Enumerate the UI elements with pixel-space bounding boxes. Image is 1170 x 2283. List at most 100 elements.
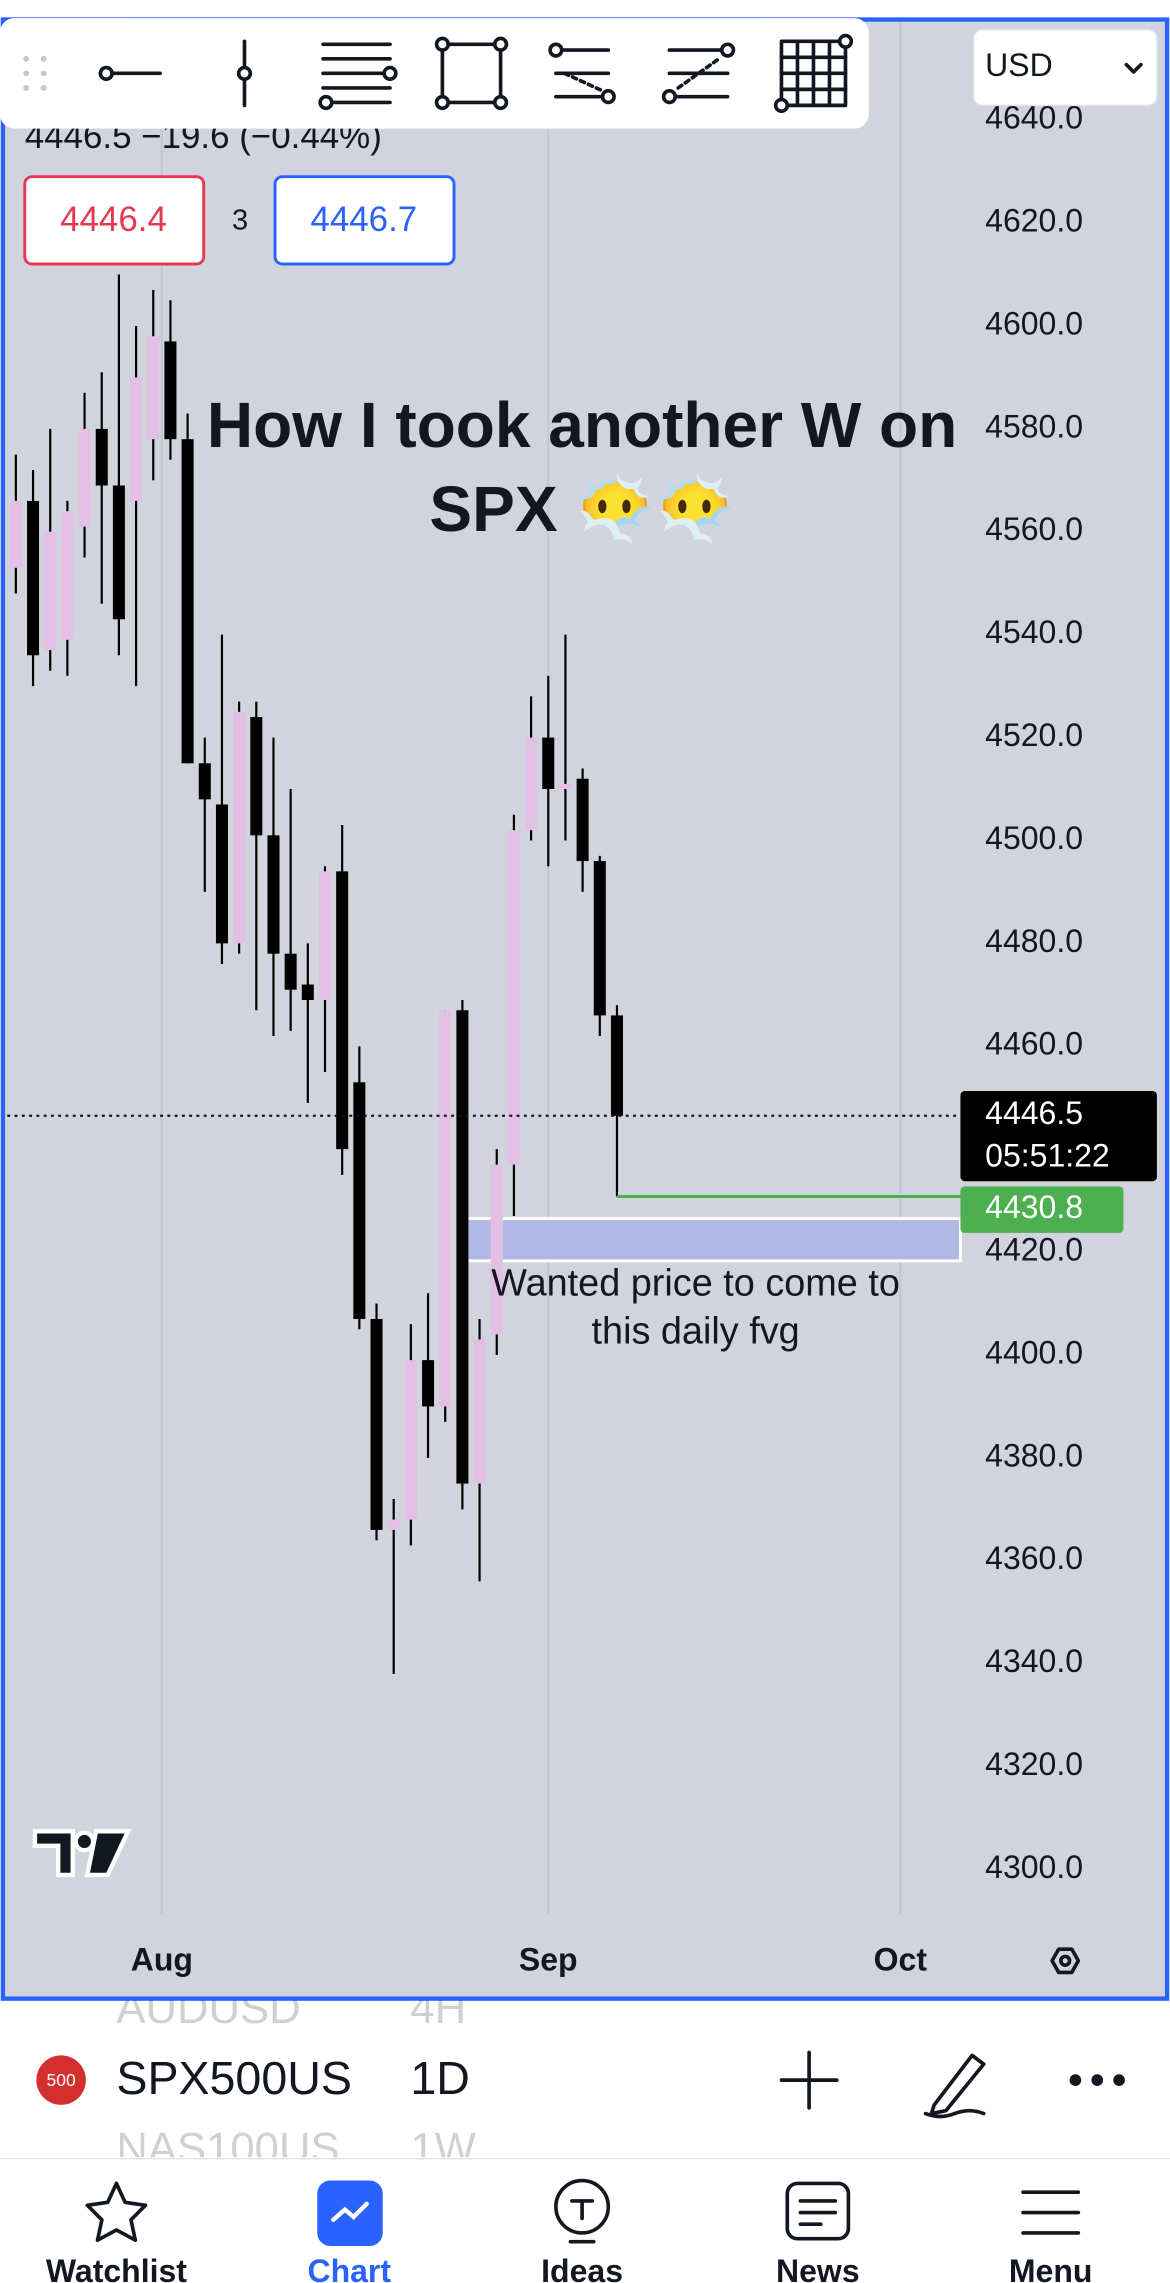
settings-icon [1059, 1954, 1072, 1967]
symbol-row[interactable]: AUDUSD 4H [116, 1984, 466, 2033]
candle-body [130, 377, 143, 501]
nav-menu[interactable]: Menu [1009, 2190, 1093, 2283]
candle-body [233, 711, 246, 944]
candle-body [164, 341, 177, 440]
candle-body [61, 511, 74, 640]
candle-body [112, 485, 125, 620]
y-tick-label: 4320.0 [985, 1746, 1083, 1782]
candle-body [9, 500, 22, 568]
candle-body [473, 1339, 486, 1484]
annotation: Wanted price to come to [491, 1263, 900, 1305]
y-tick-label: 4340.0 [985, 1643, 1083, 1679]
drawing-toolbar [0, 18, 869, 129]
ask: 4446.7 [310, 200, 417, 239]
interval: 1D [410, 2052, 470, 2104]
candle-body [181, 439, 194, 764]
vertical-line-tool[interactable] [236, 39, 253, 108]
badge-text: 500 [47, 2070, 76, 2090]
currency-select[interactable]: USD [972, 28, 1158, 107]
nav-label: Chart [307, 2253, 391, 2283]
candle-body [318, 871, 332, 1000]
y-tick-label: 4600.0 [985, 305, 1083, 341]
draw-button[interactable] [923, 2053, 986, 2119]
y-tick-label: 4500.0 [985, 820, 1083, 856]
candle-body [404, 1360, 417, 1520]
plot: Aug Sep Oct 4300.0 4320.0 4340.0 4360.0 4380.0 4… [7, 22, 1157, 1978]
rectangle-tool[interactable] [434, 36, 509, 111]
candle-body [525, 737, 538, 831]
spread: 3 [232, 204, 248, 236]
more-button[interactable] [1069, 2074, 1125, 2086]
y-tick-label: 4420.0 [985, 1232, 1083, 1268]
interval: 4H [410, 1984, 466, 2033]
candle-body [147, 336, 160, 440]
x-tick-label: Aug [131, 1942, 193, 1978]
symbol-row[interactable]: 500 SPX500US 1D [36, 2052, 470, 2105]
horizontal-line-tool[interactable] [98, 65, 162, 82]
level-label: 4430.8 [985, 1189, 1083, 1225]
nav-label: Watchlist [46, 2253, 187, 2283]
chart-title: How I took another W on [207, 389, 957, 461]
y-tick-label: 4380.0 [985, 1437, 1083, 1473]
menu-icon [1021, 2190, 1081, 2235]
x-tick-label: Oct [874, 1942, 928, 1978]
symbol-badge [36, 2055, 86, 2105]
candle-body [387, 1519, 400, 1530]
nav-watchlist[interactable]: Watchlist [46, 2181, 187, 2283]
settings-button[interactable] [1050, 1947, 1081, 1975]
candle-body [267, 835, 280, 954]
candle-body [215, 804, 228, 944]
fib-channel-tool[interactable] [661, 42, 736, 105]
parallel-channel-tool[interactable] [318, 42, 398, 111]
toolbar-bg [0, 18, 869, 129]
nav-label: Menu [1009, 2253, 1093, 2283]
tradingview-logo [32, 1829, 132, 1878]
candle-body [27, 500, 40, 656]
bulb-icon [554, 2178, 611, 2235]
y-tick-label: 4480.0 [985, 923, 1083, 959]
chart-area [0, 17, 1170, 2001]
candle-body [507, 830, 520, 1165]
add-button[interactable] [779, 2050, 839, 2110]
candle-body [559, 783, 572, 790]
level-box [960, 1186, 1124, 1233]
bulb-detail [568, 2199, 596, 2244]
candle-body [490, 1164, 503, 1335]
grid-tool[interactable] [773, 33, 854, 114]
fvg-zone [460, 1217, 962, 1263]
y-tick-label: 4360.0 [985, 1540, 1083, 1576]
y-tick-label: 4300.0 [985, 1849, 1083, 1885]
nav-news[interactable]: News [776, 2181, 860, 2283]
candle-body [44, 531, 57, 651]
countdown: 05:51:22 [985, 1137, 1110, 1173]
news-lines [798, 2199, 838, 2227]
candle-body [610, 1015, 623, 1116]
nav-label: News [776, 2253, 860, 2283]
nav-chart[interactable]: Chart [307, 2180, 391, 2283]
candle-body [78, 428, 91, 527]
y-tick-label: 4520.0 [985, 717, 1083, 753]
buy-button[interactable] [273, 175, 456, 266]
candle-body [250, 716, 263, 836]
sell-button[interactable] [23, 175, 206, 266]
drag-handle [23, 55, 47, 91]
nav-ideas[interactable]: Ideas [541, 2178, 623, 2283]
chart-icon-line [331, 2201, 369, 2223]
last-price-label: 4446.5 [985, 1095, 1083, 1131]
candle-body [593, 861, 606, 1016]
nav-label: Ideas [541, 2253, 623, 2283]
y-tick-label: 4560.0 [985, 511, 1083, 547]
candle-body [439, 1010, 452, 1407]
interval: 1W [410, 2124, 476, 2173]
candle-body [95, 428, 108, 486]
candle-body [576, 778, 589, 862]
y-tick-label: 4620.0 [985, 203, 1083, 239]
symbol: NAS100US [116, 2124, 339, 2173]
x-tick-label: Sep [519, 1942, 578, 1978]
symbol-row[interactable]: NAS100US 1W [116, 2124, 476, 2173]
chevron [1124, 62, 1143, 74]
currency-box [972, 28, 1158, 107]
star-icon [85, 2181, 148, 2243]
fib-tool[interactable] [548, 42, 616, 105]
